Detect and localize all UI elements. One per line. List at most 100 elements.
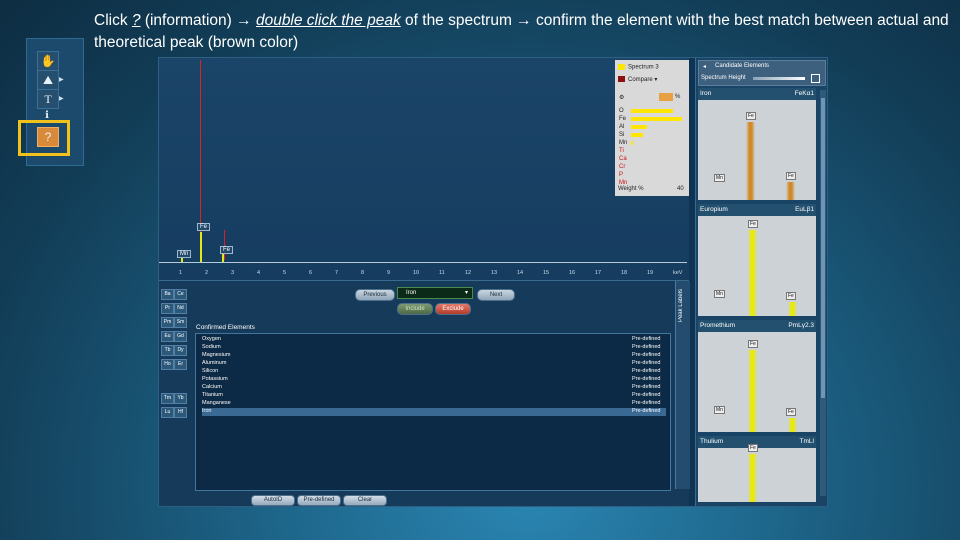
confirmed-row[interactable]: Magnesium Pre-defined <box>202 352 666 360</box>
spectrum-legend-panel: Spectrum 3 Compare ▾ ⚙ % O Fe Al Si Mn Ti Ca Cr… <box>615 60 689 196</box>
highlight-box <box>18 120 70 156</box>
autoid-button[interactable]: AutoID <box>251 495 295 506</box>
spectrum-height-slider[interactable] <box>753 77 805 80</box>
hand-icon[interactable]: ✋ <box>37 51 59 71</box>
candidate-scrollbar[interactable] <box>820 90 826 496</box>
pre-defined-button[interactable]: Pre-defined <box>297 495 341 506</box>
candidate-spectrum[interactable]: Fe Mn Fe <box>698 332 816 432</box>
periodic-element-button[interactable]: Ce <box>174 289 187 300</box>
arrow-icon: → <box>236 12 252 29</box>
confirmed-row[interactable]: Sodium Pre-defined <box>202 344 666 352</box>
confirmed-element-status: Pre-defined <box>632 384 661 390</box>
spectrum-height-label: Spectrum Height <box>701 75 746 81</box>
periodic-element-button[interactable]: Eu <box>161 331 174 342</box>
include-button[interactable]: Include <box>397 303 433 315</box>
confirmed-row[interactable]: Potassium Pre-defined <box>202 376 666 384</box>
spectrum-peak-fe-kb[interactable] <box>222 252 224 262</box>
candidate-spectrum[interactable]: Fe <box>698 444 816 502</box>
periodic-element-button[interactable]: Tb <box>161 345 174 356</box>
periodic-element-button[interactable]: Gd <box>174 331 187 342</box>
confirmed-row[interactable]: Silicon Pre-defined <box>202 368 666 376</box>
confirmed-row[interactable]: Calcium Pre-defined <box>202 384 666 392</box>
candidate-peak[interactable] <box>746 122 755 200</box>
text-icon[interactable]: T <box>37 89 59 109</box>
chart-icon[interactable] <box>659 93 673 101</box>
periodic-element-button[interactable]: Nd <box>174 303 187 314</box>
confirmed-row[interactable]: Titanium Pre-defined <box>202 392 666 400</box>
confirmed-element-name: Sodium <box>202 344 221 350</box>
element-id-section: Ba Ce Pr Nd Pm Sm Eu Gd Tb Dy Ho Er Tm Yb Lu Hf Previou… <box>159 280 690 506</box>
periodic-element-button[interactable]: Pm <box>161 317 174 328</box>
spectrum-peak-mn[interactable] <box>181 258 183 262</box>
peak-labels-tab[interactable]: Peak Labels <box>675 281 690 489</box>
collapse-icon[interactable]: ◂ <box>703 64 707 70</box>
periodic-element-button[interactable]: Sm <box>174 317 187 328</box>
expand-arrow-icon[interactable]: ▶ <box>59 96 64 102</box>
legend-footer-label: Weight % <box>618 186 644 192</box>
legend-spectrum[interactable]: Spectrum 3 <box>618 64 659 71</box>
help-icon[interactable]: ? <box>37 127 59 147</box>
tool-palette: ✋ ⛰ ▶ T ▶ ℹ ? <box>26 38 84 166</box>
cursor-marker-line[interactable] <box>200 60 201 260</box>
confirmed-row[interactable]: Manganese Pre-defined <box>202 400 666 408</box>
candidate-peak[interactable] <box>748 350 757 432</box>
periodic-element-button[interactable]: Lu <box>161 407 174 418</box>
x-axis-tick-label: 16 <box>569 270 576 276</box>
candidate-peak-label: Fe <box>748 444 758 452</box>
x-axis-tick-label: 10 <box>413 270 420 276</box>
candidate-name: Promethium <box>700 322 736 329</box>
periodic-element-button[interactable]: Pr <box>161 303 174 314</box>
mountain-icon[interactable]: ⛰ <box>37 70 59 90</box>
candidate-line: FeKα1 <box>794 90 814 97</box>
x-axis-tick-label: 5 <box>283 270 287 276</box>
previous-button[interactable]: Previous <box>355 289 395 301</box>
candidate-peak[interactable] <box>748 230 757 316</box>
candidate-peak[interactable] <box>748 454 757 502</box>
legend-compare[interactable]: Compare ▾ <box>618 76 657 83</box>
next-button[interactable]: Next <box>477 289 515 301</box>
confirmed-element-name: Potassium <box>202 376 228 382</box>
candidate-item[interactable]: Promethium PmLγ2.3 Fe Mn Fe <box>698 320 816 432</box>
periodic-element-button[interactable]: Ho <box>161 359 174 370</box>
info-icon[interactable]: ℹ <box>45 110 49 121</box>
expand-arrow-icon[interactable]: ▶ <box>59 77 64 83</box>
legend-value-bar <box>631 141 633 145</box>
percent-icon[interactable]: % <box>675 94 681 100</box>
periodic-element-button[interactable]: Yb <box>174 393 187 404</box>
clear-button[interactable]: Clear <box>343 495 387 506</box>
candidate-peak-label: Fe <box>786 172 796 180</box>
fit-icon[interactable] <box>811 74 820 83</box>
element-select[interactable]: Iron ▾ <box>397 287 473 299</box>
spectrum-plot[interactable]: Fe Mn Fe 1 2 3 4 5 6 7 8 9 10 11 12 13 14 15 16 17 18 19 ke… <box>159 58 689 280</box>
legend-footer-value: 40 <box>677 186 684 192</box>
candidate-spectrum[interactable]: Fe Mn Fe <box>698 216 816 316</box>
candidate-name: Thulium <box>700 438 724 445</box>
confirmed-element-status: Pre-defined <box>632 360 661 366</box>
candidate-spectrum[interactable]: Fe Mn Fe <box>698 100 816 200</box>
spectrum-peak-fe[interactable] <box>200 232 202 262</box>
candidate-peak[interactable] <box>788 418 797 432</box>
confirmed-element-name: Oxygen <box>202 336 221 342</box>
candidate-peak[interactable] <box>786 182 795 200</box>
exclude-button[interactable]: Exclude <box>435 303 471 315</box>
confirmed-row[interactable]: Oxygen Pre-defined <box>202 336 666 344</box>
periodic-element-button[interactable]: Er <box>174 359 187 370</box>
candidate-item[interactable]: Thulium TmLl Fe <box>698 436 816 502</box>
periodic-element-button[interactable]: Hf <box>174 407 187 418</box>
candidate-peak-label: Fe <box>786 408 796 416</box>
candidate-item[interactable]: Iron FeKα1 Fe Mn Fe <box>698 88 816 200</box>
x-axis-tick-label: 2 <box>205 270 209 276</box>
gear-icon[interactable]: ⚙ <box>619 95 625 101</box>
periodic-element-button[interactable]: Tm <box>161 393 174 404</box>
candidate-title: Candidate Elements <box>715 63 770 69</box>
peak-label-fe: Fe <box>220 246 234 254</box>
periodic-element-button[interactable]: Dy <box>174 345 187 356</box>
confirmed-element-name: Manganese <box>202 400 231 406</box>
periodic-element-button[interactable]: Ba <box>161 289 174 300</box>
candidate-peak[interactable] <box>788 302 797 316</box>
instruction-caption: Click ? (information) → double click the… <box>94 10 954 54</box>
confirmed-row[interactable]: Iron Pre-defined <box>202 408 666 416</box>
confirmed-row[interactable]: Aluminum Pre-defined <box>202 360 666 368</box>
confirmed-element-status: Pre-defined <box>632 392 661 398</box>
candidate-item[interactable]: Europium EuLβ1 Fe Mn Fe <box>698 204 816 316</box>
